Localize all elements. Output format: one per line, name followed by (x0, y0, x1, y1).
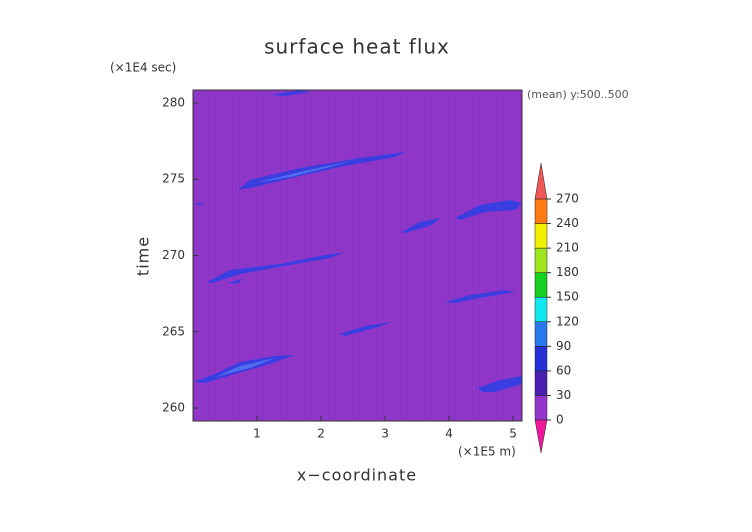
contour-region (455, 200, 522, 220)
y-tick-label: 280 (162, 95, 185, 109)
colorbar-segment (534, 321, 548, 347)
colorbar-label: 120 (556, 314, 579, 328)
y-tick-label: 260 (162, 401, 185, 415)
contour-region (255, 161, 350, 183)
colorbar-label: 30 (556, 388, 571, 402)
contour-region (478, 376, 522, 392)
annotation: (mean) y:500..500 (527, 88, 629, 101)
x-tick-label: 3 (381, 427, 389, 441)
colorbar-label: 240 (556, 216, 579, 230)
contour-region (228, 279, 242, 284)
colorbar-segment (534, 272, 548, 298)
y-axis-label: time (134, 236, 153, 276)
x-tick-label: 2 (317, 427, 325, 441)
colorbar-segment (534, 247, 548, 273)
colorbar-segment (534, 296, 548, 323)
x-tick-label: 5 (509, 427, 517, 441)
colorbar-over (534, 162, 548, 200)
y-unit: (×1E4 sec) (110, 61, 176, 75)
y-tick-label: 275 (162, 172, 185, 186)
colorbar-label: 0 (556, 413, 564, 427)
x-axis-label: x−coordinate (297, 466, 417, 485)
y-tick-label: 270 (162, 248, 185, 262)
x-tick-label: 4 (445, 427, 453, 441)
chart-title: surface heat flux (264, 35, 450, 59)
contour-features (193, 90, 522, 392)
y-tick-label: 265 (162, 324, 185, 338)
contour-region (238, 152, 405, 190)
x-unit: (×1E5 m) (458, 445, 516, 459)
contour-region (207, 252, 345, 283)
colorbar-label: 210 (556, 241, 579, 255)
colorbar-label: 60 (556, 363, 571, 377)
colorbar-segment (534, 370, 548, 396)
colorbar-label: 90 (556, 339, 571, 353)
contour-region (215, 358, 275, 377)
contour-region (270, 90, 310, 96)
contour-region (402, 218, 440, 233)
colorbar-segment (534, 395, 548, 421)
contour-region (340, 322, 392, 336)
colorbar-label: 150 (556, 290, 579, 304)
contour-region (445, 290, 515, 303)
colorbar-segment (534, 346, 548, 372)
colorbar-segment (534, 198, 548, 224)
colorbar-label: 180 (556, 265, 579, 279)
colorbar-label: 270 (556, 192, 579, 206)
x-tick-label: 1 (253, 427, 261, 441)
colorbar-segment (534, 223, 548, 249)
colorbar-under (534, 419, 548, 454)
contour-region (193, 202, 203, 205)
